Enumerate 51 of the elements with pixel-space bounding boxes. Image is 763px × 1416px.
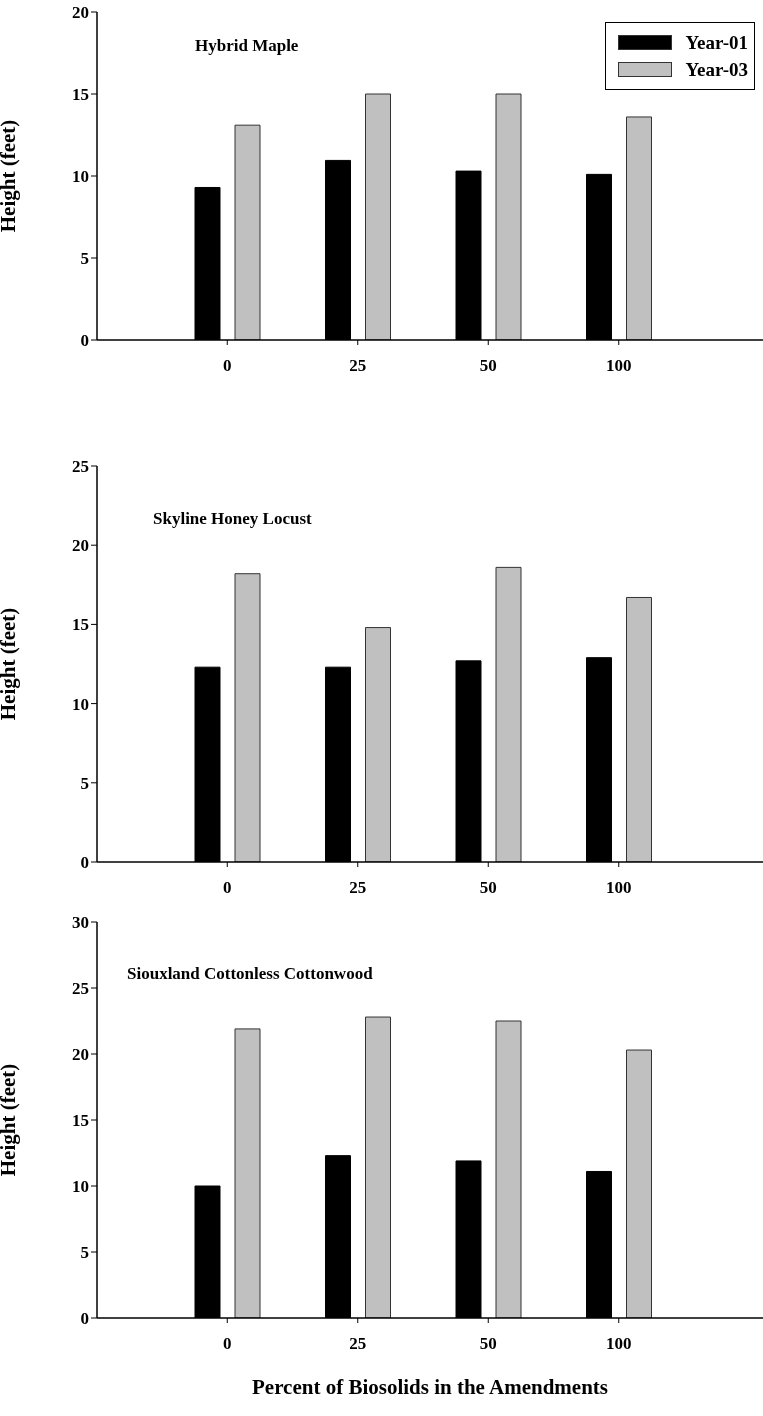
bar xyxy=(234,573,261,862)
bar xyxy=(626,596,652,862)
y-tick-label: 15 xyxy=(72,85,89,105)
y-tick-label: 5 xyxy=(80,773,89,793)
y-axis-title: Height (feet) xyxy=(0,1063,21,1177)
bar xyxy=(365,93,391,340)
x-tick-label: 50 xyxy=(479,1334,497,1354)
x-tick-label: 0 xyxy=(223,878,232,898)
y-tick-label: 15 xyxy=(72,615,89,635)
bar xyxy=(626,1049,652,1318)
bar xyxy=(365,627,391,862)
x-tick-label: 0 xyxy=(223,1334,232,1354)
y-tick-label: 15 xyxy=(72,1111,89,1131)
y-tick-label: 10 xyxy=(72,1177,89,1197)
bar xyxy=(626,116,652,340)
y-tick-label: 5 xyxy=(80,249,89,269)
y-tick-label: 0 xyxy=(80,331,89,351)
x-tick-label: 25 xyxy=(349,1334,367,1354)
y-tick-label: 30 xyxy=(72,913,89,933)
x-tick-label: 100 xyxy=(606,356,632,376)
x-tick-label: 0 xyxy=(223,356,232,376)
y-tick-label: 20 xyxy=(72,1045,89,1065)
y-axis-title: Height (feet) xyxy=(0,607,21,721)
y-tick-label: 5 xyxy=(80,1243,89,1263)
legend-label: Year-01 xyxy=(685,31,748,54)
x-tick-label: 50 xyxy=(479,356,497,376)
x-tick-label: 100 xyxy=(606,878,632,898)
bar xyxy=(234,1028,261,1318)
bar xyxy=(495,93,522,340)
y-tick-label: 25 xyxy=(72,979,89,999)
y-tick-label: 10 xyxy=(72,167,89,187)
bar xyxy=(365,1016,391,1318)
text: Siouxland Cottonless Cottonwood xyxy=(127,964,373,984)
y-axis-title: Height (feet) xyxy=(0,119,21,233)
y-tick-label: 0 xyxy=(80,853,89,873)
bar xyxy=(495,1020,522,1318)
y-tick-label: 10 xyxy=(72,694,89,714)
x-tick-label: 25 xyxy=(349,878,367,898)
y-tick-label: 20 xyxy=(72,536,89,556)
text: Hybrid Maple xyxy=(195,36,299,56)
y-tick-label: 25 xyxy=(72,457,89,477)
legend-label: Year-03 xyxy=(685,58,748,81)
bar xyxy=(495,566,522,862)
bar xyxy=(234,124,261,340)
x-tick-label: 100 xyxy=(606,1334,632,1354)
text: Skyline Honey Locust xyxy=(153,509,312,529)
x-axis-title: Percent of Biosolids in the Amendments xyxy=(251,1375,609,1400)
x-tick-label: 50 xyxy=(479,878,497,898)
x-tick-label: 25 xyxy=(349,356,367,376)
y-tick-label: 20 xyxy=(72,3,89,23)
y-tick-label: 0 xyxy=(80,1309,89,1329)
